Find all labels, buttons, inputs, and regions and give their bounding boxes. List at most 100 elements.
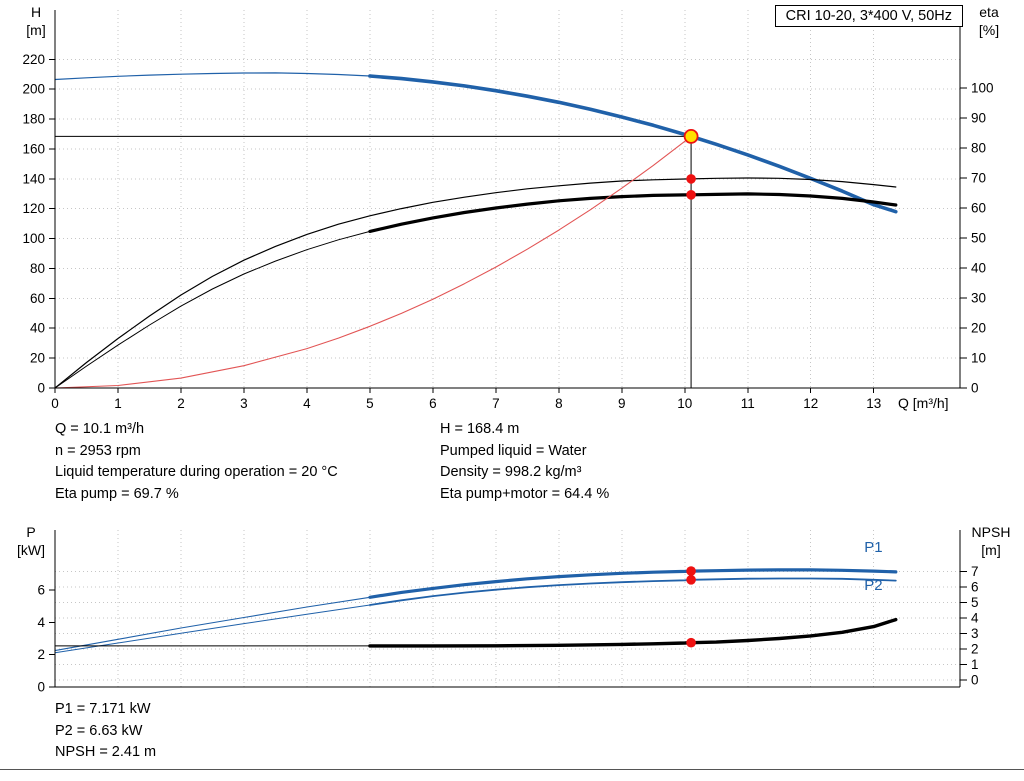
h-axis-unit: [m] [26, 22, 46, 38]
y-left-tick-label: 140 [22, 171, 45, 186]
info-pumped-liquid: Pumped liquid = Water [440, 442, 587, 459]
y-left-tick-label: 80 [30, 261, 45, 276]
series-system-curve [54, 135, 692, 389]
series-p1 [368, 568, 898, 599]
y-left-tick-label: 100 [22, 231, 45, 246]
y-right-tick-label: 3 [971, 626, 979, 641]
x-tick-label: 6 [429, 396, 437, 411]
p-axis-unit: [kW] [17, 542, 45, 558]
series-eta-pump [54, 177, 897, 389]
y-right-tick-label: 40 [971, 261, 986, 276]
info-eta-pump: Eta pump = 69.7 % [55, 485, 179, 502]
y-right-tick-label: 90 [971, 111, 986, 126]
info-head: H = 168.4 m [440, 421, 520, 437]
pump-title-box: CRI 10-20, 3*400 V, 50Hz [774, 5, 963, 27]
y-right-tick-label: 0 [971, 381, 979, 396]
y-right-tick-label: 6 [971, 580, 979, 595]
curve-label-P2: P2 [864, 577, 882, 594]
y-left-tick-label: 60 [30, 291, 45, 306]
hq-eta-chart: 0204060801001201401601802002200102030405… [22, 10, 994, 411]
x-tick-label: 1 [114, 396, 122, 411]
x-tick-label: 0 [51, 396, 59, 411]
series-head-thin [54, 72, 371, 81]
info-liquid-temperature: Liquid temperature during operation = 20… [55, 464, 338, 480]
x-tick-label: 11 [741, 396, 755, 411]
series-p1-thin [54, 596, 371, 652]
series-head [368, 74, 898, 214]
eta-pump-point [686, 174, 696, 184]
npsh-axis-symbol: NPSH [971, 524, 1011, 540]
eta-axis-title: eta [%] [966, 3, 1012, 39]
series-p2-thin [54, 604, 371, 654]
y-right-tick-label: 100 [971, 81, 994, 96]
y-left-tick-label: 200 [22, 82, 45, 97]
duty-info-right-column: H = 168.4 m Pumped liquid = Water Densit… [440, 419, 609, 505]
npsh-axis-title: NPSH [m] [962, 523, 1020, 559]
y-right-tick-label: 80 [971, 141, 986, 156]
y-left-tick-label: 6 [37, 582, 45, 597]
x-tick-label: 3 [240, 396, 248, 411]
y-left-tick-label: 120 [22, 201, 45, 216]
y-right-tick-label: 50 [971, 231, 986, 246]
series-eta-pump-motor-thin [54, 230, 371, 389]
p-axis-symbol: P [26, 524, 36, 540]
eta-axis-unit: [%] [978, 22, 1000, 38]
y-left-tick-label: 0 [37, 680, 45, 695]
y-right-tick-label: 2 [971, 642, 979, 657]
duty-info-left-column: Q = 10.1 m³/h n = 2953 rpm Liquid temper… [55, 419, 338, 505]
y-left-tick-label: 40 [30, 321, 45, 336]
y-right-tick-label: 20 [971, 321, 986, 336]
p2-point [686, 575, 696, 585]
x-tick-label: 4 [303, 396, 311, 411]
y-left-tick-label: 4 [37, 615, 45, 630]
y-right-tick-label: 5 [971, 595, 979, 610]
h-axis-title: H [m] [16, 3, 56, 39]
curve-label-P1: P1 [864, 539, 882, 556]
eta-pump-motor-point [686, 190, 696, 200]
y-right-tick-label: 1 [971, 657, 979, 672]
info-speed: n = 2953 rpm [55, 442, 141, 459]
y-left-tick-label: 0 [37, 381, 45, 396]
y-right-tick-label: 10 [971, 351, 986, 366]
x-tick-label: 8 [555, 396, 563, 411]
y-right-tick-label: 4 [971, 611, 979, 626]
info-eta-pump-motor: Eta pump+motor = 64.4 % [440, 485, 610, 502]
y-left-tick-label: 20 [30, 351, 45, 366]
x-tick-label: 2 [177, 396, 185, 411]
x-tick-label: 5 [366, 396, 374, 411]
eta-axis-symbol: eta [979, 4, 999, 20]
series-npsh [368, 617, 898, 648]
y-left-tick-label: 220 [22, 52, 45, 67]
x-tick-label: 9 [618, 396, 626, 411]
y-left-tick-label: 180 [22, 112, 45, 127]
h-axis-symbol: H [30, 4, 42, 20]
p1-point [686, 566, 696, 576]
y-right-tick-label: 7 [971, 564, 979, 579]
series-p2 [369, 577, 897, 606]
series-eta-pump-motor [368, 192, 898, 233]
x-tick-label: 12 [803, 396, 818, 411]
x-tick-label: 10 [677, 396, 692, 411]
x-tick-label: 7 [492, 396, 500, 411]
bottom-divider [0, 769, 1024, 770]
q-axis-title: Q [m³/h] [898, 395, 949, 411]
info-density: Density = 998.2 kg/m³ [440, 464, 582, 480]
y-left-tick-label: 2 [37, 647, 45, 662]
npsh-point [686, 637, 696, 648]
y-right-tick-label: 60 [971, 201, 986, 216]
info-p1: P1 = 7.171 kW [55, 701, 151, 717]
power-info-column: P1 = 7.171 kW P2 = 6.63 kW NPSH = 2.41 m [55, 699, 156, 764]
y-right-tick-label: 70 [971, 171, 986, 186]
duty-point[interactable] [683, 128, 699, 144]
y-right-tick-label: 0 [971, 673, 979, 688]
info-flow: Q = 10.1 m³/h [55, 421, 145, 437]
info-npsh: NPSH = 2.41 m [55, 744, 157, 760]
y-left-tick-label: 160 [22, 141, 45, 156]
npsh-axis-unit: [m] [981, 542, 1001, 558]
info-p2: P2 = 6.63 kW [55, 722, 143, 739]
p-axis-title: P [kW] [8, 523, 54, 559]
x-tick-label: 13 [866, 396, 881, 411]
